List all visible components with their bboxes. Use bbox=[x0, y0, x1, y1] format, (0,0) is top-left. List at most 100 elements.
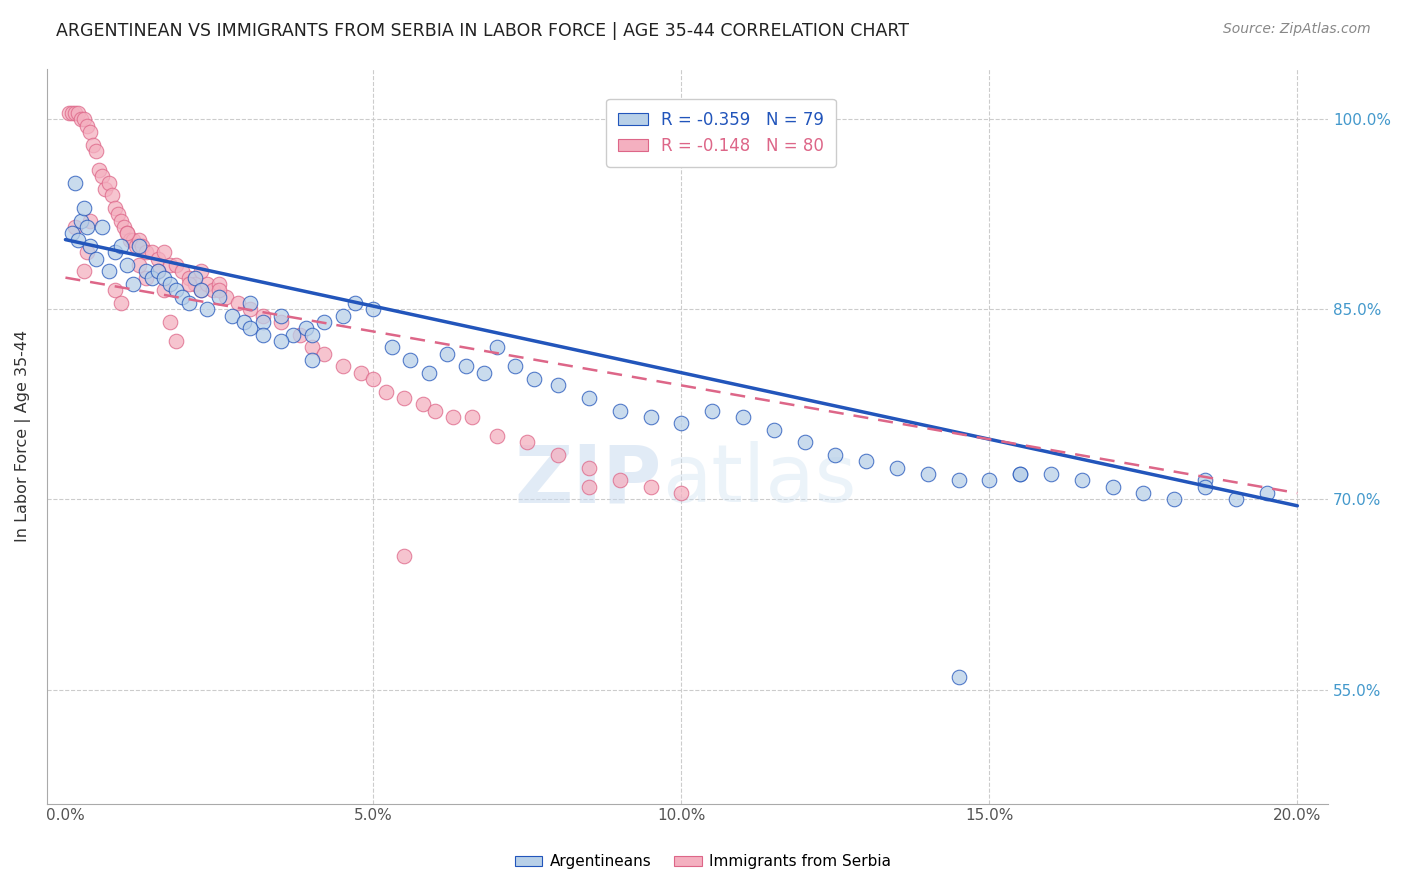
Point bbox=[1010, 467, 1032, 481]
Point bbox=[1101, 480, 1123, 494]
Point bbox=[97, 176, 120, 190]
Text: ZIP: ZIP bbox=[515, 442, 662, 519]
Point bbox=[1194, 474, 1216, 488]
Point bbox=[58, 106, 80, 120]
Point bbox=[79, 239, 101, 253]
Point bbox=[886, 460, 908, 475]
Y-axis label: In Labor Force | Age 35-44: In Labor Force | Age 35-44 bbox=[15, 330, 31, 542]
Point bbox=[70, 112, 93, 127]
Point bbox=[128, 233, 150, 247]
Point bbox=[122, 233, 145, 247]
Point bbox=[547, 378, 569, 392]
Point bbox=[146, 264, 169, 278]
Point bbox=[115, 227, 138, 241]
Point bbox=[917, 467, 939, 481]
Point bbox=[165, 334, 187, 348]
Point bbox=[824, 448, 846, 462]
Point bbox=[66, 106, 89, 120]
Point bbox=[115, 227, 138, 241]
Point bbox=[76, 245, 98, 260]
Legend: R = -0.359   N = 79, R = -0.148   N = 80: R = -0.359 N = 79, R = -0.148 N = 80 bbox=[606, 99, 835, 167]
Point bbox=[418, 366, 440, 380]
Point bbox=[94, 182, 117, 196]
Point bbox=[252, 327, 274, 342]
Point bbox=[547, 448, 569, 462]
Point bbox=[79, 213, 101, 227]
Point bbox=[294, 321, 316, 335]
Point bbox=[135, 270, 157, 285]
Point bbox=[172, 290, 194, 304]
Point bbox=[76, 119, 98, 133]
Point bbox=[60, 227, 83, 241]
Point bbox=[63, 219, 86, 234]
Point bbox=[301, 353, 323, 368]
Point bbox=[104, 283, 127, 297]
Point bbox=[159, 277, 181, 291]
Point bbox=[979, 474, 1001, 488]
Point bbox=[73, 112, 96, 127]
Point bbox=[184, 277, 207, 291]
Point bbox=[146, 264, 169, 278]
Point bbox=[165, 258, 187, 272]
Point bbox=[159, 315, 181, 329]
Point bbox=[195, 277, 218, 291]
Point bbox=[239, 296, 262, 310]
Point bbox=[177, 277, 200, 291]
Point bbox=[485, 429, 508, 443]
Point bbox=[135, 245, 157, 260]
Point bbox=[640, 410, 662, 425]
Point bbox=[252, 315, 274, 329]
Point bbox=[202, 283, 225, 297]
Point bbox=[1039, 467, 1062, 481]
Point bbox=[100, 188, 122, 202]
Point bbox=[461, 410, 484, 425]
Point bbox=[63, 176, 86, 190]
Point bbox=[153, 270, 176, 285]
Point bbox=[412, 397, 434, 411]
Point bbox=[104, 201, 127, 215]
Point bbox=[110, 213, 132, 227]
Point bbox=[288, 327, 311, 342]
Point bbox=[159, 258, 181, 272]
Point bbox=[762, 423, 785, 437]
Point bbox=[214, 290, 236, 304]
Point bbox=[392, 549, 415, 564]
Point bbox=[270, 334, 292, 348]
Point bbox=[399, 353, 422, 368]
Point bbox=[84, 144, 107, 158]
Point bbox=[1194, 480, 1216, 494]
Point bbox=[350, 366, 373, 380]
Point bbox=[66, 233, 89, 247]
Point bbox=[110, 296, 132, 310]
Point bbox=[84, 252, 107, 266]
Point bbox=[153, 283, 176, 297]
Legend: Argentineans, Immigrants from Serbia: Argentineans, Immigrants from Serbia bbox=[509, 848, 897, 875]
Point bbox=[122, 277, 145, 291]
Point bbox=[609, 474, 631, 488]
Point bbox=[79, 125, 101, 139]
Point bbox=[226, 296, 249, 310]
Point bbox=[332, 309, 354, 323]
Point bbox=[125, 239, 148, 253]
Point bbox=[172, 264, 194, 278]
Point bbox=[948, 670, 970, 684]
Point bbox=[107, 207, 129, 221]
Point bbox=[82, 137, 104, 152]
Point bbox=[141, 270, 163, 285]
Point bbox=[190, 264, 212, 278]
Point bbox=[165, 283, 187, 297]
Point bbox=[110, 239, 132, 253]
Point bbox=[239, 321, 262, 335]
Point bbox=[153, 245, 176, 260]
Point bbox=[314, 315, 336, 329]
Point bbox=[948, 474, 970, 488]
Point bbox=[671, 417, 693, 431]
Point bbox=[221, 309, 243, 323]
Point bbox=[252, 309, 274, 323]
Point bbox=[381, 340, 404, 354]
Text: Source: ZipAtlas.com: Source: ZipAtlas.com bbox=[1223, 22, 1371, 37]
Point bbox=[190, 283, 212, 297]
Point bbox=[332, 359, 354, 374]
Point bbox=[70, 213, 93, 227]
Point bbox=[60, 106, 83, 120]
